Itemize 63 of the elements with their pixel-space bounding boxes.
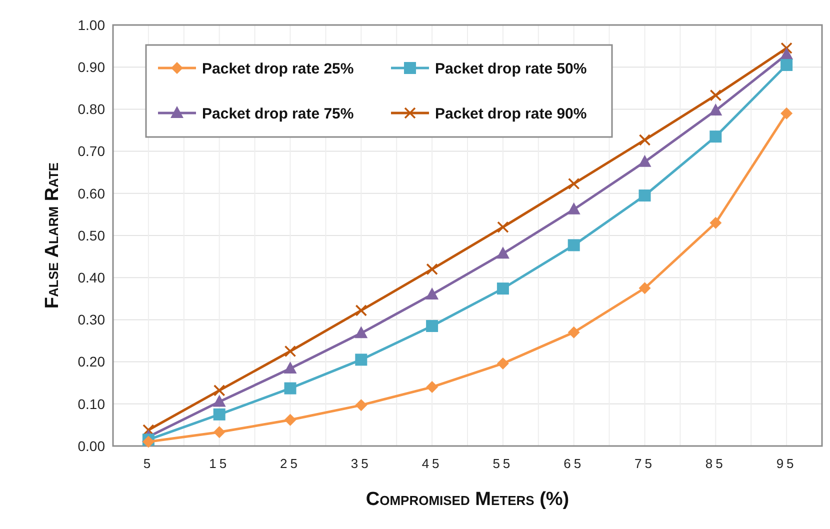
point xyxy=(496,246,510,259)
point xyxy=(355,399,368,412)
point xyxy=(284,382,296,394)
y-tick-label: 0.30 xyxy=(78,312,106,328)
legend-label: Packet drop rate 50% xyxy=(435,60,587,78)
point xyxy=(638,134,651,146)
point xyxy=(354,326,368,338)
point xyxy=(780,58,793,71)
y-tick-label: 0.70 xyxy=(78,143,106,160)
point xyxy=(355,354,368,366)
point xyxy=(284,345,296,358)
x-tick-label: 85 xyxy=(705,456,726,471)
point xyxy=(638,190,651,202)
point xyxy=(496,282,509,295)
point xyxy=(567,202,580,214)
y-tick-label: 1.00 xyxy=(78,16,106,33)
x-tick-label: 15 xyxy=(209,456,230,471)
x-tick-label: 5 xyxy=(143,456,154,471)
point xyxy=(426,263,438,276)
point xyxy=(709,103,722,116)
x-tick-label: 95 xyxy=(776,456,797,471)
point xyxy=(426,320,438,332)
legend-label: Packet drop rate 90% xyxy=(435,105,587,122)
x-tick-label: 25 xyxy=(280,456,300,471)
x-tick-label: 65 xyxy=(564,456,584,471)
y-tick-label: 0.10 xyxy=(78,396,106,412)
point xyxy=(212,394,226,407)
point xyxy=(638,154,652,167)
point xyxy=(284,414,296,426)
point xyxy=(213,384,226,396)
point xyxy=(710,216,722,229)
point xyxy=(568,178,580,190)
point xyxy=(568,326,580,338)
x-tick-label: 55 xyxy=(492,456,514,471)
point xyxy=(497,221,509,233)
y-tick-label: 0.80 xyxy=(78,101,106,118)
point xyxy=(426,287,439,300)
y-tick-label: 0.20 xyxy=(78,354,106,370)
point xyxy=(780,47,794,60)
x-tick-label: 35 xyxy=(350,456,372,471)
point xyxy=(780,107,793,120)
point xyxy=(213,426,226,438)
point xyxy=(355,304,368,316)
point xyxy=(426,381,438,394)
point xyxy=(710,89,722,102)
legend-label: Packet drop rate 25% xyxy=(202,60,354,78)
point xyxy=(780,42,792,54)
legend-label: Packet drop rate 75% xyxy=(202,105,354,122)
point xyxy=(284,362,297,374)
y-tick-label: 0.00 xyxy=(78,438,106,454)
point xyxy=(568,239,580,252)
y-tick-label: 0.40 xyxy=(78,270,106,286)
y-tick-label: 0.90 xyxy=(78,59,106,75)
point xyxy=(213,408,226,420)
point xyxy=(496,357,509,370)
point xyxy=(710,130,722,143)
y-tick-label: 0.60 xyxy=(78,185,106,202)
x-tick-label: 75 xyxy=(634,456,655,471)
x-axis-title: Compromised Meters (%) xyxy=(366,489,570,510)
y-tick-label: 0.50 xyxy=(78,227,106,244)
x-tick-label: 45 xyxy=(422,456,442,471)
y-axis-title: False Alarm Rate xyxy=(42,162,63,309)
point xyxy=(638,282,651,294)
